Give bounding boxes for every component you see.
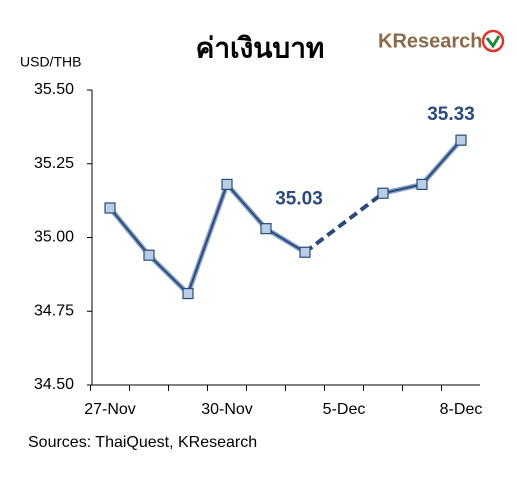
chart-title: ค่าเงินบาท [196, 32, 325, 63]
annotation: 35.03 [275, 189, 323, 210]
marker [455, 134, 467, 146]
marker [299, 246, 311, 258]
marker [104, 202, 116, 214]
marker [221, 178, 233, 190]
y-tick-label: 35.50 [34, 81, 74, 98]
marker [182, 287, 194, 300]
x-tick-label: 8-Dec [440, 401, 483, 418]
y-tick-label: 34.50 [34, 376, 74, 393]
source: Sources: ThaiQuest, KResearch [28, 434, 257, 451]
y-tick-label: 35.00 [34, 229, 74, 246]
annotation: 35.33 [427, 104, 475, 125]
marker [377, 187, 389, 199]
x-tick-label: 30-Nov [201, 401, 253, 418]
logo-icon [485, 35, 501, 49]
marker [416, 178, 428, 190]
y-tick-label: 34.75 [34, 302, 74, 319]
marker [143, 249, 155, 261]
logo: KResearch [378, 30, 483, 52]
gap-connector [303, 191, 385, 254]
x-tick-label: 27-Nov [84, 401, 136, 418]
y-tick-label: 35.25 [34, 155, 74, 172]
logo-icon [481, 29, 505, 53]
marker [260, 223, 272, 235]
x-tick-label: 5-Dec [323, 401, 366, 418]
series-line [109, 182, 306, 296]
y-axis-label: USD/THB [20, 54, 81, 70]
